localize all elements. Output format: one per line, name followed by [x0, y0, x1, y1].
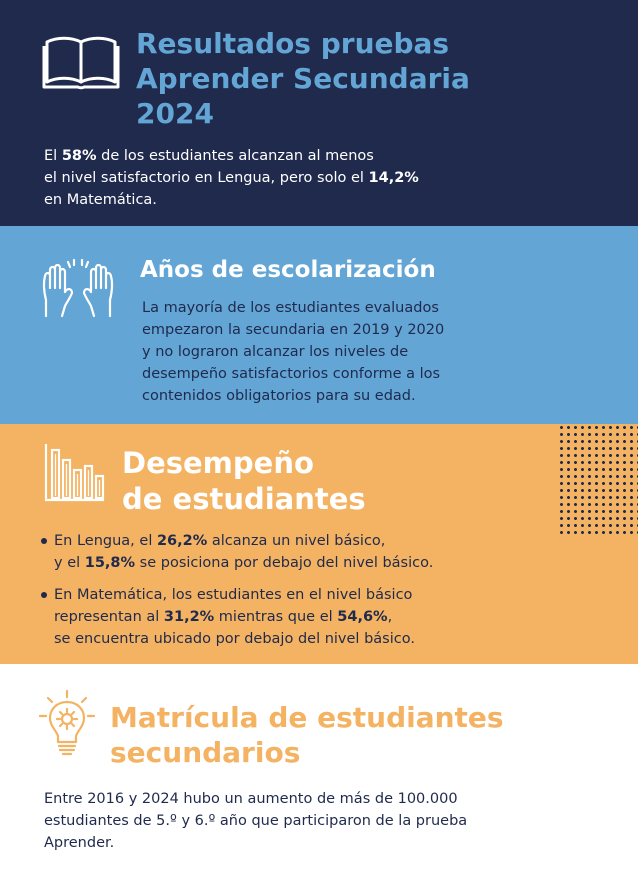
math-satisfactory-percent: 14,2% — [368, 170, 419, 186]
bullet-text: se posiciona por debajo del nivel básico… — [135, 555, 434, 571]
schooling-line: contenidos obligatorios para su edad. — [142, 388, 416, 404]
main-title-line2: Aprender Secundaria — [136, 62, 470, 95]
summary-text: El — [44, 148, 62, 164]
raised-hands-icon — [42, 258, 114, 318]
enrollment-line: Entre 2016 y 2024 hubo un aumento de más… — [44, 791, 458, 807]
bullet-text: mientras que el — [214, 609, 338, 625]
dot-pattern-decoration — [558, 424, 638, 534]
summary-text: en Matemática. — [44, 192, 157, 208]
lengua-basic-percent: 26,2% — [156, 533, 208, 549]
bullet-dot — [41, 592, 47, 598]
lengua-satisfactory-percent: 58% — [61, 148, 97, 164]
bullet-text: En Lengua, el — [54, 533, 157, 549]
schooling-text: La mayoría de los estudiantes evaluados … — [142, 297, 502, 407]
summary-text: de los estudiantes alcanzan al menos — [96, 148, 374, 164]
schooling-line: empezaron la secundaria en 2019 y 2020 — [142, 322, 445, 338]
main-title-line1: Resultados pruebas — [136, 27, 450, 60]
enrollment-section — [0, 664, 638, 874]
performance-title-line2: de estudiantes — [122, 482, 366, 516]
lightbulb-gear-icon — [38, 689, 96, 756]
enrollment-line: Aprender. — [44, 835, 115, 851]
main-title-line3: 2024 — [136, 97, 214, 130]
bullet-text: y el — [54, 555, 85, 571]
bullet-text: representan al — [54, 609, 164, 625]
bullet-dot — [41, 538, 47, 544]
performance-title-line1: Desempeño — [122, 446, 314, 480]
schooling-line: y no lograron alcanzar los niveles de — [142, 344, 409, 360]
bullet-text: se encuentra ubicado por debajo del nive… — [54, 631, 415, 647]
results-summary: El 58% de los estudiantes alcanzan al me… — [44, 145, 514, 211]
bullet-lengua: En Lengua, el 26,2% alcanza un nivel bás… — [41, 530, 494, 574]
bullet-matematica: En Matemática, los estudiantes en el niv… — [41, 584, 494, 650]
main-title: Resultados pruebas Aprender Secundaria 2… — [136, 26, 470, 131]
schooling-line: La mayoría de los estudiantes evaluados — [142, 300, 439, 316]
enrollment-title-line2: secundarios — [110, 736, 301, 769]
schooling-title: Años de escolarización — [140, 257, 436, 283]
enrollment-text: Entre 2016 y 2024 hubo un aumento de más… — [44, 788, 514, 854]
math-basic-percent: 31,2% — [163, 609, 215, 625]
math-below-basic-percent: 54,6% — [337, 609, 388, 625]
summary-text: el nivel satisfactorio en Lengua, pero s… — [44, 170, 369, 186]
bullet-text: En Matemática, los estudiantes en el niv… — [54, 587, 413, 603]
bar-chart-icon — [44, 444, 105, 502]
enrollment-line: estudiantes de 5.º y 6.º año que partici… — [44, 813, 468, 829]
lengua-below-basic-percent: 15,8% — [84, 555, 136, 571]
enrollment-title: Matrícula de estudiantes secundarios — [110, 700, 504, 770]
performance-title: Desempeño de estudiantes — [122, 445, 366, 517]
enrollment-title-line1: Matrícula de estudiantes — [110, 701, 504, 734]
bullet-text: , — [387, 609, 393, 625]
schooling-line: desempeño satisfactorios conforme a los — [142, 366, 441, 382]
performance-section — [0, 424, 638, 664]
schooling-section — [0, 226, 638, 424]
bullet-text: alcanza un nivel básico, — [207, 533, 386, 549]
open-book-icon — [42, 36, 120, 90]
